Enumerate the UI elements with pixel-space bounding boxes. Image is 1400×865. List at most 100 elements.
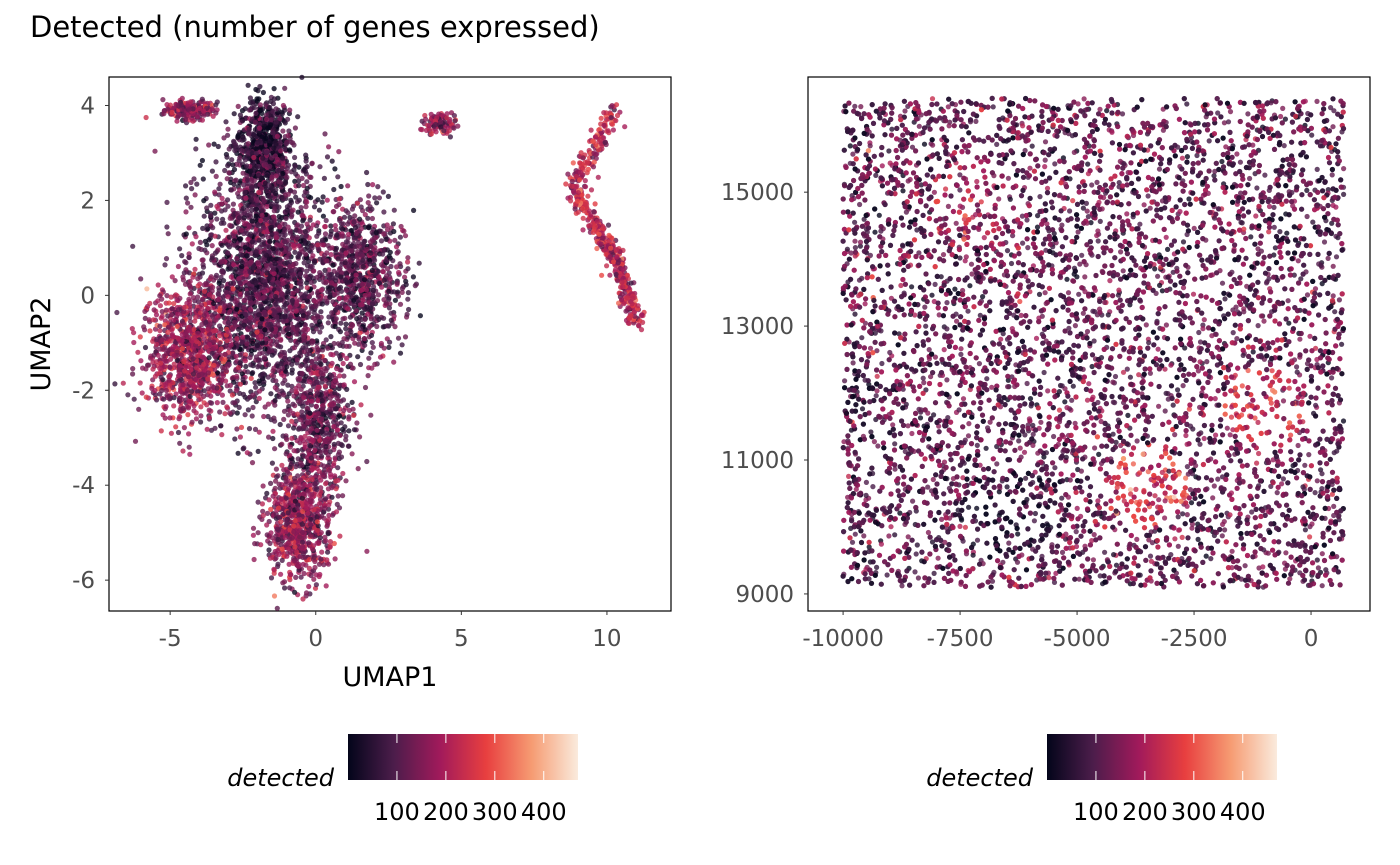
data-point: [326, 144, 332, 150]
data-point: [288, 337, 294, 343]
data-point: [161, 396, 167, 402]
data-point: [217, 323, 223, 329]
data-point: [303, 152, 309, 158]
data-point: [152, 387, 158, 394]
data-point: [393, 244, 400, 250]
data-point: [334, 232, 340, 238]
data-point: [256, 378, 262, 384]
data-point: [292, 154, 298, 161]
data-point: [391, 207, 397, 213]
data-point: [341, 214, 348, 220]
data-point: [205, 326, 211, 332]
data-point: [281, 416, 287, 422]
data-point: [155, 282, 161, 288]
data-point: [169, 274, 175, 280]
data-point: [234, 336, 240, 342]
data-point: [246, 224, 252, 230]
data-point: [352, 333, 358, 339]
data-point: [168, 430, 174, 436]
data-point: [231, 238, 237, 244]
data-point: [242, 269, 248, 275]
data-point: [264, 321, 271, 327]
data-point: [309, 161, 315, 167]
data-point: [250, 100, 256, 106]
data-point: [190, 274, 196, 280]
data-point: [208, 393, 214, 399]
data-point: [227, 222, 233, 228]
data-point: [241, 304, 247, 310]
data-point: [159, 313, 165, 319]
data-point: [227, 215, 233, 221]
data-point: [245, 236, 251, 242]
data-point: [218, 220, 224, 226]
data-point: [338, 367, 344, 373]
data-point: [142, 344, 149, 351]
data-point: [180, 405, 186, 412]
data-point: [198, 413, 204, 419]
data-point: [211, 362, 217, 368]
data-point: [294, 301, 300, 307]
data-point: [297, 228, 303, 235]
data-point: [362, 384, 369, 391]
data-point: [273, 106, 279, 112]
data-point: [137, 334, 143, 340]
data-point: [333, 227, 339, 233]
data-point: [278, 148, 284, 154]
data-point: [322, 223, 328, 230]
data-point: [238, 236, 244, 242]
data-point: [190, 400, 196, 407]
data-point: [320, 194, 326, 200]
data-point: [179, 346, 185, 352]
data-point: [268, 227, 274, 233]
data-point: [199, 270, 206, 276]
data-point: [351, 219, 357, 225]
data-point: [362, 316, 368, 322]
data-point: [239, 118, 246, 124]
data-point: [189, 419, 195, 425]
data-point: [262, 327, 268, 333]
data-point: [270, 246, 276, 252]
data-point: [140, 365, 146, 371]
data-point: [249, 207, 255, 213]
data-point: [326, 314, 332, 320]
data-point: [266, 193, 272, 199]
data-point: [358, 326, 364, 332]
data-point: [309, 264, 315, 270]
data-point: [262, 404, 268, 410]
data-point: [269, 185, 275, 191]
data-point: [289, 235, 296, 241]
data-point: [245, 82, 251, 88]
data-point: [224, 176, 230, 182]
data-point: [284, 364, 290, 370]
data-point: [177, 414, 183, 420]
data-point: [372, 195, 378, 201]
data-point: [244, 253, 250, 259]
data-point: [258, 175, 264, 181]
data-point: [285, 191, 291, 197]
data-point: [195, 353, 201, 359]
data-point: [268, 117, 274, 123]
data-point: [255, 222, 261, 229]
data-point: [231, 111, 237, 117]
data-point: [173, 424, 179, 430]
data-point: [241, 136, 247, 143]
data-point: [158, 374, 164, 380]
data-point: [187, 283, 193, 289]
data-point: [226, 146, 232, 152]
data-point: [248, 306, 254, 312]
data-point: [377, 354, 384, 360]
data-point: [248, 362, 254, 368]
data-point: [260, 155, 266, 161]
data-point: [343, 239, 349, 245]
data-point: [308, 174, 314, 180]
data-point: [215, 291, 221, 297]
data-point: [294, 234, 300, 240]
data-point: [222, 411, 228, 417]
data-point: [187, 393, 193, 399]
data-point: [365, 373, 371, 379]
data-point: [135, 349, 141, 355]
data-point: [402, 334, 409, 340]
data-point: [262, 346, 268, 352]
data-point: [288, 197, 294, 203]
data-point: [336, 266, 343, 272]
